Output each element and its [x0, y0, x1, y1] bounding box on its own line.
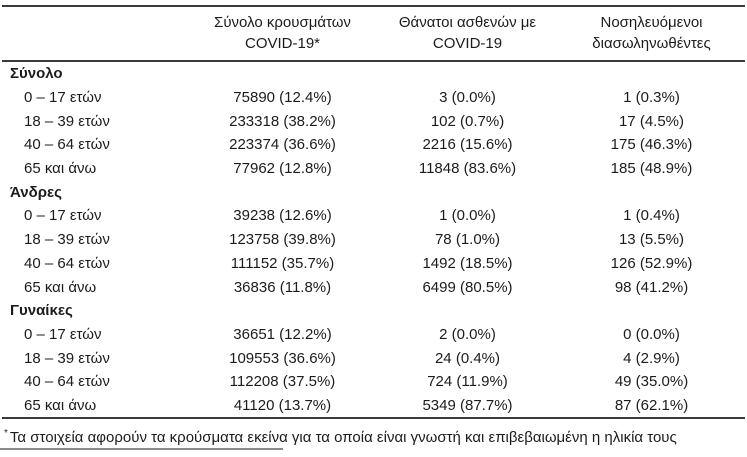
column-header-deaths-line2: COVID-19	[432, 35, 503, 52]
column-header-cases-line2: COVID-19*	[244, 35, 321, 52]
footnote-asterisk: *	[4, 428, 8, 440]
cell-cases: 111152 (35.7%)	[230, 254, 335, 272]
cell-deaths: 6499 (80.5%)	[422, 278, 513, 296]
section-header-total: Σύνολο	[0, 62, 747, 86]
cell-deaths: 724 (11.9%)	[427, 373, 508, 391]
footnote-separator-line	[0, 448, 283, 450]
section-header-women: Γυναίκες	[0, 299, 747, 323]
column-header-deaths: Θάνατοι ασθενών με COVID-19	[375, 12, 560, 54]
cell-deaths: 11848 (83.6%)	[418, 160, 517, 178]
age-group-label: 18 – 39 ετών	[24, 349, 110, 367]
table-row: 40 – 64 ετών 112208 (37.5%) 724 (11.9%) …	[0, 370, 747, 394]
column-header-intubated-line1: Νοσηλευόμενοι	[600, 14, 703, 31]
cell-deaths: 3 (0.0%)	[439, 89, 496, 107]
cell-deaths: 2 (0.0%)	[439, 325, 496, 343]
cell-intubated: 1 (0.3%)	[623, 89, 680, 107]
age-group-label: 0 – 17 ετών	[24, 89, 102, 107]
cell-deaths: 78 (1.0%)	[434, 231, 501, 249]
cell-intubated: 4 (2.9%)	[623, 349, 680, 367]
cell-deaths: 1 (0.0%)	[439, 207, 496, 225]
cell-deaths: 1492 (18.5%)	[422, 254, 513, 272]
cell-intubated: 126 (52.9%)	[610, 254, 693, 272]
column-header-intubated: Νοσηλευόμενοι διασωληνωθέντες	[560, 12, 743, 54]
age-group-label: 18 – 39 ετών	[24, 112, 110, 130]
cell-cases: 109553 (36.6%)	[229, 349, 336, 367]
column-header-deaths-line1: Θάνατοι ασθενών με	[398, 14, 537, 31]
footer-rule	[2, 417, 745, 420]
table-footnote: * Τα στοιχεία αφορούν τα κρούσματα εκείνα…	[0, 419, 747, 448]
section-label: Γυναίκες	[10, 302, 73, 320]
column-header-cases: Σύνολο κρουσμάτων COVID-19*	[190, 12, 375, 54]
table-row: 65 και άνω 41120 (13.7%) 5349 (87.7%) 87…	[0, 394, 747, 418]
cell-cases: 233318 (38.2%)	[229, 112, 336, 130]
age-group-label: 40 – 64 ετών	[24, 373, 110, 391]
age-group-label: 65 και άνω	[24, 396, 97, 414]
footnote-text: Τα στοιχεία αφορούν τα κρούσματα εκείνα …	[9, 429, 677, 447]
cell-deaths: 2216 (15.6%)	[422, 136, 513, 154]
table-row: 65 και άνω 77962 (12.8%) 11848 (83.6%) 1…	[0, 157, 747, 181]
section-label: Σύνολο	[10, 65, 63, 83]
cell-cases: 77962 (12.8%)	[233, 160, 332, 178]
age-group-label: 40 – 64 ετών	[24, 136, 110, 154]
age-group-label: 0 – 17 ετών	[24, 207, 102, 225]
table-row: 18 – 39 ετών 109553 (36.6%) 24 (0.4%) 4 …	[0, 346, 747, 370]
column-header-intubated-line2: διασωληνωθέντες	[592, 35, 711, 52]
table-header-row: Σύνολο κρουσμάτων COVID-19* Θάνατοι ασθε…	[0, 7, 747, 60]
header-rule	[2, 60, 745, 62]
top-rule	[2, 5, 745, 7]
cell-intubated: 17 (4.5%)	[618, 112, 685, 130]
cell-cases: 112208 (37.5%)	[229, 373, 336, 391]
table-row: 40 – 64 ετών 111152 (35.7%) 1492 (18.5%)…	[0, 252, 747, 276]
cell-cases: 41120 (13.7%)	[233, 396, 332, 414]
cell-cases: 39238 (12.6%)	[233, 207, 332, 225]
cell-cases: 36651 (12.2%)	[233, 325, 332, 343]
cell-deaths: 102 (0.7%)	[430, 112, 505, 130]
age-group-label: 65 και άνω	[24, 160, 97, 178]
cell-intubated: 13 (5.5%)	[618, 231, 685, 249]
cell-cases: 75890 (12.4%)	[233, 89, 332, 107]
cell-deaths: 24 (0.4%)	[434, 349, 501, 367]
table-row: 18 – 39 ετών 233318 (38.2%) 102 (0.7%) 1…	[0, 109, 747, 133]
cell-intubated: 87 (62.1%)	[614, 396, 689, 414]
table-row: 65 και άνω 36836 (11.8%) 6499 (80.5%) 98…	[0, 275, 747, 299]
cell-intubated: 1 (0.4%)	[623, 207, 680, 225]
cell-intubated: 0 (0.0%)	[623, 325, 680, 343]
table-row: 40 – 64 ετών 223374 (36.6%) 2216 (15.6%)…	[0, 133, 747, 157]
age-group-label: 18 – 39 ετών	[24, 231, 110, 249]
cell-intubated: 98 (41.2%)	[614, 278, 689, 296]
cell-intubated: 185 (48.9%)	[610, 160, 693, 178]
section-label: Άνδρες	[10, 183, 62, 201]
cell-cases: 223374 (36.6%)	[229, 136, 336, 154]
cell-cases: 123758 (39.8%)	[229, 231, 336, 249]
table-row: 0 – 17 ετών 39238 (12.6%) 1 (0.0%) 1 (0.…	[0, 204, 747, 228]
cell-deaths: 5349 (87.7%)	[422, 396, 513, 414]
table-row: 0 – 17 ετών 36651 (12.2%) 2 (0.0%) 0 (0.…	[0, 323, 747, 347]
cell-intubated: 49 (35.0%)	[614, 373, 689, 391]
cell-cases: 36836 (11.8%)	[233, 278, 332, 296]
section-header-men: Άνδρες	[0, 180, 747, 204]
cell-intubated: 175 (46.3%)	[610, 136, 693, 154]
table-row: 18 – 39 ετών 123758 (39.8%) 78 (1.0%) 13…	[0, 228, 747, 252]
age-group-label: 0 – 17 ετών	[24, 325, 102, 343]
table-row: 0 – 17 ετών 75890 (12.4%) 3 (0.0%) 1 (0.…	[0, 86, 747, 110]
column-header-cases-line1: Σύνολο κρουσμάτων	[214, 14, 351, 31]
age-group-label: 65 και άνω	[24, 278, 97, 296]
age-group-label: 40 – 64 ετών	[24, 254, 110, 272]
